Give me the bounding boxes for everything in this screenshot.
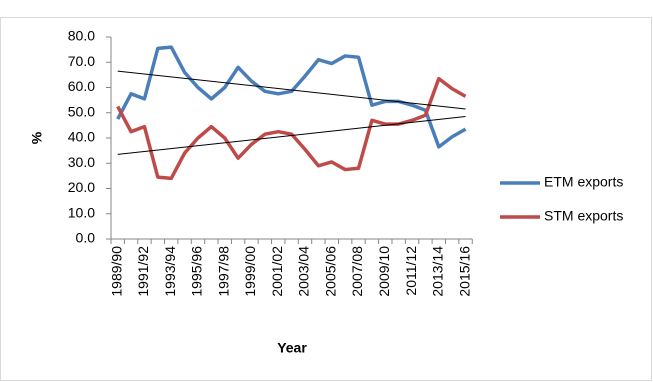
- x-tick-label: 2013/14: [430, 246, 446, 297]
- y-tick-label: 0.0: [76, 230, 96, 246]
- legend-label: STM exports: [544, 208, 623, 224]
- x-tick-label: 2001/02: [269, 246, 285, 297]
- x-tick-label: 1995/96: [189, 246, 205, 297]
- x-tick-label: 2007/08: [349, 246, 365, 297]
- chart-frame: [0, 17, 652, 381]
- y-tick-label: 80.0: [68, 28, 95, 44]
- x-tick-label: 1993/94: [162, 246, 178, 297]
- x-tick-label: 1989/90: [108, 246, 124, 297]
- x-tick-label: 2003/04: [296, 246, 312, 297]
- y-tick-label: 10.0: [68, 204, 95, 220]
- x-tick-label: 2011/12: [403, 246, 419, 296]
- y-tick-label: 30.0: [68, 154, 95, 170]
- x-tick-label: 1991/92: [135, 246, 151, 297]
- trend-line: [117, 70, 466, 110]
- x-axis-label: Year: [277, 340, 307, 356]
- y-tick-label: 70.0: [68, 53, 95, 69]
- x-tick-label: 2005/06: [322, 246, 338, 297]
- legend-label: ETM exports: [544, 174, 623, 190]
- x-tick-label: 1997/98: [215, 246, 231, 297]
- series-line: [116, 76, 467, 181]
- series-line: [116, 45, 467, 149]
- x-tick-label: 1999/00: [242, 246, 258, 297]
- x-tick-label: 2015/16: [456, 246, 472, 297]
- trend-line: [117, 116, 466, 155]
- x-tick-label: 2009/10: [376, 246, 392, 297]
- y-tick-label: 40.0: [68, 129, 95, 145]
- y-axis-label: %: [29, 131, 45, 144]
- y-tick-label: 50.0: [68, 103, 95, 119]
- y-tick-label: 60.0: [68, 78, 95, 94]
- y-tick-label: 20.0: [68, 179, 95, 195]
